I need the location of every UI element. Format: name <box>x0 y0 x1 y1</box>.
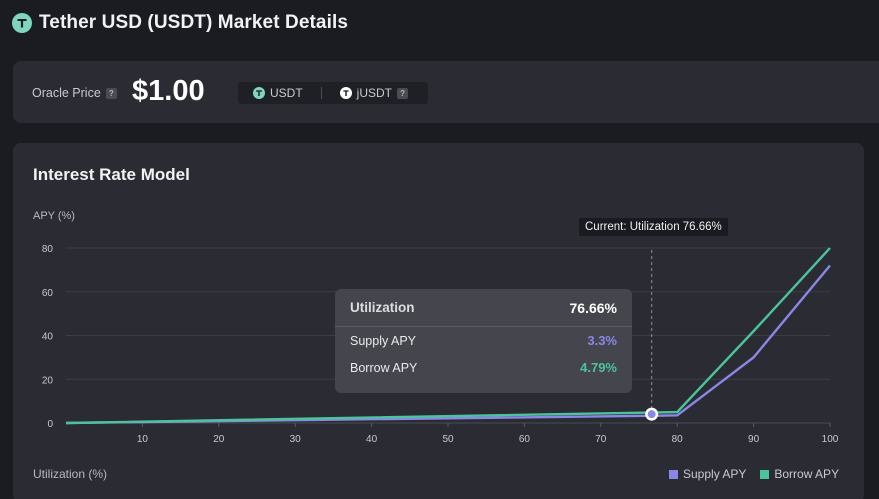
legend-supply[interactable]: Supply APY <box>669 467 746 481</box>
token-jusdt[interactable]: jUSDT ? <box>339 86 409 100</box>
tether-icon <box>12 13 32 33</box>
tooltip-supply-value: 3.3% <box>587 333 617 348</box>
tooltip-header: Utilization 76.66% <box>335 289 632 327</box>
x-tick-label: 30 <box>290 434 302 445</box>
tooltip-utilization-value: 76.66% <box>569 299 617 316</box>
y-tick-label: 20 <box>42 375 54 386</box>
supply-apy-line <box>65 264 831 425</box>
jusdt-icon <box>339 87 352 99</box>
x-tick-label: 100 <box>822 434 839 445</box>
y-axis-label: APY (%) <box>33 210 75 222</box>
x-axis-label: Utilization (%) <box>33 467 108 481</box>
token-pill: USDT jUSDT ? <box>238 82 428 104</box>
y-tick-label: 40 <box>42 332 54 343</box>
token-usdt-label: USDT <box>270 86 303 100</box>
chart-tooltip: Utilization 76.66% Supply APY 3.3% Borro… <box>335 289 632 393</box>
token-usdt[interactable]: USDT <box>253 86 303 100</box>
current-utilization-tag: Current: Utilization 76.66% <box>579 218 728 236</box>
legend-supply-swatch <box>669 469 678 479</box>
tooltip-utilization-label: Utilization <box>350 300 415 315</box>
tooltip-supply-label: Supply APY <box>350 333 417 348</box>
oracle-price-value: $1.00 <box>132 75 205 107</box>
x-tick-label: 70 <box>595 434 607 445</box>
legend-borrow[interactable]: Borrow APY <box>760 467 839 481</box>
x-tick-label: 10 <box>137 434 149 445</box>
oracle-price-label-group: Oracle Price ? <box>32 86 117 100</box>
y-tick-label: 0 <box>47 419 53 430</box>
help-icon[interactable]: ? <box>397 87 409 99</box>
chart-legend: Supply APY Borrow APY <box>669 467 839 481</box>
x-tick-label: 20 <box>213 434 225 445</box>
token-jusdt-label: jUSDT <box>356 86 393 100</box>
page-header: Tether USD (USDT) Market Details <box>12 12 348 34</box>
y-tick-label: 80 <box>42 244 54 255</box>
oracle-price-label: Oracle Price <box>32 86 101 100</box>
page-title: Tether USD (USDT) Market Details <box>39 12 349 33</box>
legend-borrow-swatch <box>760 469 770 479</box>
legend-supply-label: Supply APY <box>683 467 747 481</box>
pill-divider <box>320 87 322 99</box>
chart-title: Interest Rate Model <box>33 165 190 184</box>
x-tick-label: 90 <box>748 434 760 445</box>
tooltip-supply-row: Supply APY 3.3% <box>335 327 632 354</box>
x-tick-label: 40 <box>366 434 378 445</box>
x-tick-label: 50 <box>442 434 454 445</box>
interest-rate-card: Interest Rate Model APY (%) 0 20 40 60 80 10 20… <box>13 143 864 499</box>
x-tick-label: 80 <box>672 434 684 445</box>
tooltip-borrow-row: Borrow APY 4.79% <box>335 354 632 381</box>
tooltip-borrow-label: Borrow APY <box>350 360 418 375</box>
tether-icon <box>253 87 265 99</box>
y-tick-label: 60 <box>42 288 54 299</box>
x-tick-label: 60 <box>519 434 531 445</box>
borrow-apy-line <box>65 247 831 425</box>
tooltip-borrow-value: 4.79% <box>580 360 617 375</box>
legend-borrow-label: Borrow APY <box>774 467 840 481</box>
current-point-marker-inner <box>647 410 656 419</box>
help-icon[interactable]: ? <box>105 87 117 99</box>
oracle-price-card: Oracle Price ? $1.00 USDT jUSDT ? <box>13 61 879 123</box>
